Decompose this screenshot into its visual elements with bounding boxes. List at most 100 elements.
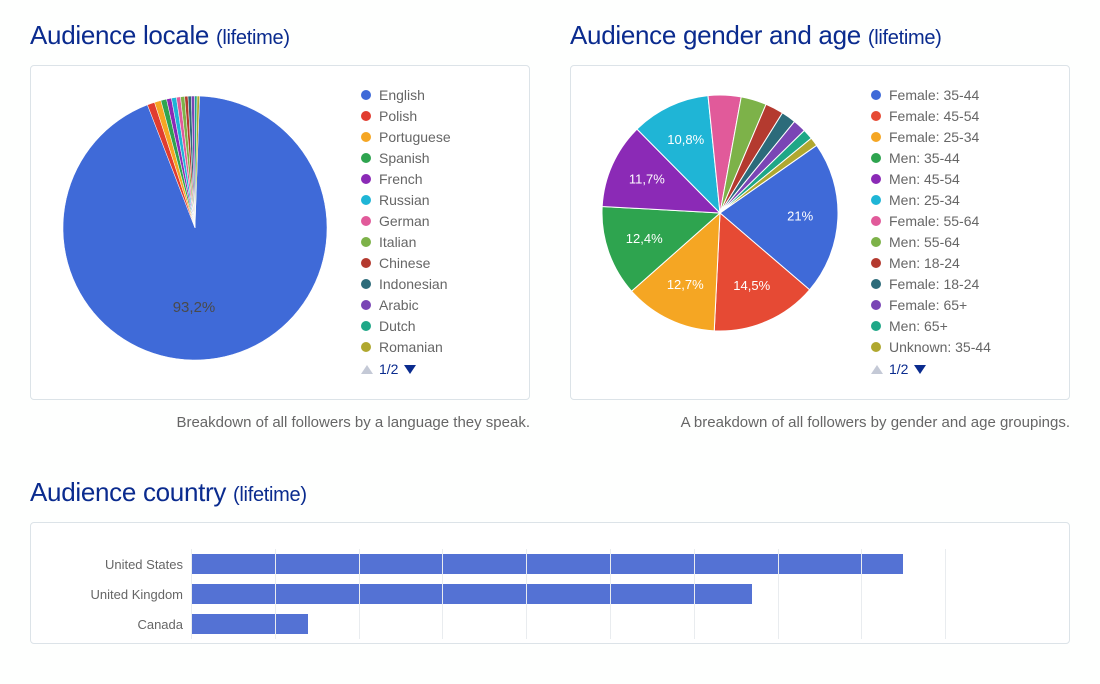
slice-label: 21%: [787, 208, 813, 223]
legend-item: Unknown: 35-44: [871, 340, 1045, 354]
legend-item: Female: 55-64: [871, 214, 1045, 228]
legend-label: Indonesian: [379, 277, 448, 291]
legend-item: Arabic: [361, 298, 505, 312]
legend-label: Female: 25-34: [889, 130, 979, 144]
legend-label: Men: 45-54: [889, 172, 960, 186]
legend-label: Chinese: [379, 256, 430, 270]
legend-item: Men: 55-64: [871, 235, 1045, 249]
gender-card: 21%14,5%12,7%12,4%11,7%10,8% Female: 35-…: [570, 65, 1070, 400]
legend-swatch: [361, 174, 371, 184]
legend-swatch: [361, 111, 371, 121]
legend-item: Female: 65+: [871, 298, 1045, 312]
legend-swatch: [871, 279, 881, 289]
legend-item: French: [361, 172, 505, 186]
legend-swatch: [361, 237, 371, 247]
legend-label: Female: 18-24: [889, 277, 979, 291]
locale-caption: Breakdown of all followers by a language…: [30, 414, 530, 431]
legend-item: Female: 45-54: [871, 109, 1045, 123]
pager-prev-icon[interactable]: [871, 365, 883, 374]
audience-country-panel: Audience country (lifetime) United State…: [30, 477, 1070, 644]
legend-swatch: [361, 342, 371, 352]
legend-item: Men: 18-24: [871, 256, 1045, 270]
legend-swatch: [361, 216, 371, 226]
legend-label: Men: 55-64: [889, 235, 960, 249]
legend-swatch: [871, 195, 881, 205]
pager-prev-icon[interactable]: [361, 365, 373, 374]
legend-label: Dutch: [379, 319, 416, 333]
audience-gender-age-panel: Audience gender and age (lifetime) 21%14…: [570, 20, 1070, 431]
legend-item: Female: 35-44: [871, 88, 1045, 102]
legend-label: Female: 35-44: [889, 88, 979, 102]
country-bar-chart: United StatesUnited KingdomCanada: [71, 549, 1029, 639]
legend-label: Italian: [379, 235, 416, 249]
legend-item: Russian: [361, 193, 505, 207]
title-main: Audience country: [30, 477, 226, 507]
legend-swatch: [871, 258, 881, 268]
legend-item: Dutch: [361, 319, 505, 333]
pager-next-icon[interactable]: [914, 365, 926, 374]
slice-label: 11,7%: [629, 172, 665, 187]
bar-gridlines: [191, 549, 1029, 639]
legend-pager: 1/2: [871, 361, 1045, 377]
title-subtitle: (lifetime): [216, 27, 290, 49]
legend-label: Female: 55-64: [889, 214, 979, 228]
legend-label: Romanian: [379, 340, 443, 354]
legend-swatch: [361, 153, 371, 163]
title-main: Audience locale: [30, 20, 209, 50]
legend-swatch: [871, 342, 881, 352]
main-slice-label: 93,2%: [173, 299, 216, 316]
legend-label: French: [379, 172, 423, 186]
title-subtitle: (lifetime): [868, 27, 942, 49]
legend-label: Russian: [379, 193, 430, 207]
legend-pager: 1/2: [361, 361, 505, 377]
bar-label: Canada: [71, 617, 191, 632]
locale-card: 93,2% EnglishPolishPortugueseSpanishFren…: [30, 65, 530, 400]
legend-item: Indonesian: [361, 277, 505, 291]
legend-swatch: [871, 132, 881, 142]
title-main: Audience gender and age: [570, 20, 861, 50]
legend-label: Unknown: 35-44: [889, 340, 991, 354]
country-card: United StatesUnited KingdomCanada: [30, 522, 1070, 644]
pager-next-icon[interactable]: [404, 365, 416, 374]
legend-item: Italian: [361, 235, 505, 249]
legend-swatch: [871, 111, 881, 121]
legend-label: Arabic: [379, 298, 419, 312]
legend-swatch: [871, 90, 881, 100]
legend-swatch: [361, 132, 371, 142]
legend-label: Men: 18-24: [889, 256, 960, 270]
legend-label: Spanish: [379, 151, 430, 165]
legend-item: Polish: [361, 109, 505, 123]
legend-item: Men: 45-54: [871, 172, 1045, 186]
legend-item: Female: 25-34: [871, 130, 1045, 144]
legend-item: Romanian: [361, 340, 505, 354]
panel-title: Audience gender and age (lifetime): [570, 20, 1070, 51]
legend-swatch: [871, 174, 881, 184]
legend-item: English: [361, 88, 505, 102]
legend-item: German: [361, 214, 505, 228]
legend-swatch: [871, 300, 881, 310]
legend-item: Men: 35-44: [871, 151, 1045, 165]
legend-label: English: [379, 88, 425, 102]
legend-swatch: [361, 321, 371, 331]
legend-swatch: [361, 195, 371, 205]
panel-title: Audience locale (lifetime): [30, 20, 530, 51]
legend-swatch: [871, 216, 881, 226]
locale-legend: EnglishPolishPortugueseSpanishFrenchRuss…: [361, 88, 505, 377]
legend-item: Spanish: [361, 151, 505, 165]
legend-swatch: [361, 90, 371, 100]
legend-item: Chinese: [361, 256, 505, 270]
legend-label: Polish: [379, 109, 417, 123]
slice-label: 10,8%: [667, 132, 704, 147]
title-subtitle: (lifetime): [233, 484, 307, 506]
locale-pie-chart: 93,2%: [55, 88, 335, 368]
legend-item: Men: 65+: [871, 319, 1045, 333]
legend-label: Female: 45-54: [889, 109, 979, 123]
legend-label: Men: 25-34: [889, 193, 960, 207]
legend-item: Female: 18-24: [871, 277, 1045, 291]
legend-label: Female: 65+: [889, 298, 967, 312]
gender-legend: Female: 35-44 Female: 45-54 Female: 25-34 M…: [871, 88, 1045, 377]
legend-swatch: [361, 279, 371, 289]
legend-label: Men: 35-44: [889, 151, 960, 165]
legend-swatch: [871, 153, 881, 163]
pager-text: 1/2: [379, 361, 398, 377]
